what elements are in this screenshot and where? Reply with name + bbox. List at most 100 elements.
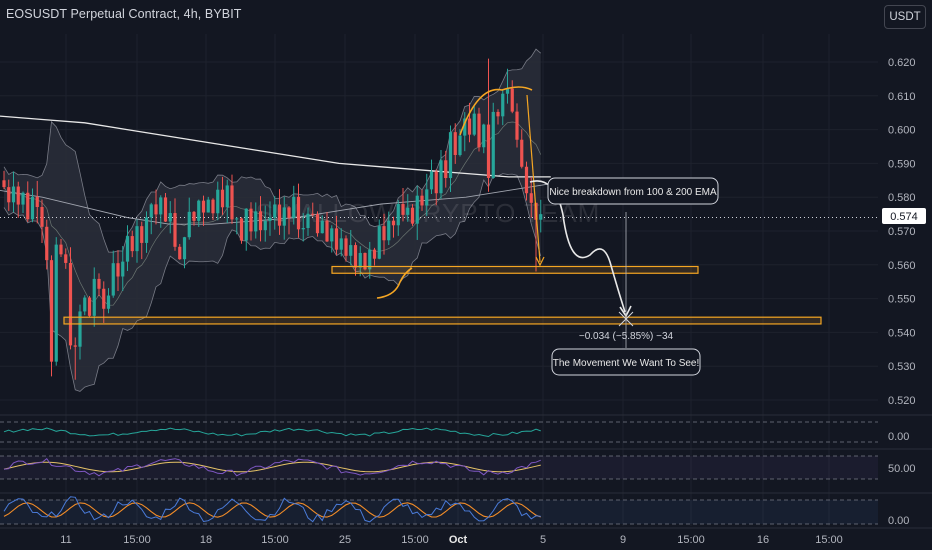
time-tick-label: 5 — [540, 534, 546, 546]
candle — [444, 150, 448, 188]
candle — [287, 206, 291, 235]
candle-body — [92, 278, 96, 316]
candle-body — [159, 197, 163, 215]
candle — [144, 211, 149, 253]
candle-body — [273, 204, 277, 218]
candle — [496, 109, 500, 125]
candle-body — [192, 211, 196, 221]
time-tick-label: 15:00 — [815, 534, 843, 546]
candle — [344, 235, 348, 262]
candle — [154, 189, 158, 225]
candle — [173, 198, 177, 251]
candle — [201, 195, 206, 226]
candle-body — [482, 124, 486, 148]
candle-body — [144, 217, 149, 243]
time-tick-label: 15:00 — [677, 534, 705, 546]
indicator-pane-rsi: 50.00 — [0, 448, 932, 480]
time-axis[interactable]: 11 15:00 18 15:00 25 15:00 Oct 5 9 15:00 16 15:00 — [60, 534, 842, 546]
candle — [263, 205, 267, 242]
candle — [16, 181, 20, 218]
candle — [448, 125, 453, 192]
candle-body — [73, 345, 77, 347]
candle-body — [59, 244, 63, 255]
candle — [178, 243, 182, 260]
candle-body — [529, 193, 533, 203]
candle-body — [315, 214, 320, 234]
candle-body — [11, 186, 16, 203]
candle — [425, 173, 429, 216]
candle-body — [287, 207, 291, 218]
candle-body — [415, 195, 419, 224]
pane-band — [0, 500, 878, 524]
candle-body — [334, 228, 339, 250]
candle-body — [140, 226, 144, 243]
candle — [130, 230, 134, 258]
candle-body — [254, 211, 258, 232]
candle — [296, 183, 301, 238]
time-tick-label: 9 — [620, 534, 626, 546]
candle — [83, 295, 87, 316]
candle-body — [197, 200, 201, 221]
candle — [244, 208, 248, 251]
candle — [216, 181, 220, 221]
ema-layer — [0, 115, 878, 225]
candle — [211, 198, 215, 221]
candle — [106, 288, 111, 314]
candle-body — [40, 207, 44, 227]
rsi-ma-line — [3, 461, 541, 473]
candle-body — [277, 204, 282, 226]
candle — [505, 68, 510, 104]
candle — [2, 170, 6, 190]
candle-body — [406, 207, 410, 215]
stoch-d-line — [3, 502, 541, 518]
candle — [415, 185, 419, 240]
candle — [168, 201, 172, 234]
candle-body — [216, 189, 220, 214]
candle-body — [448, 132, 453, 179]
candle-body — [453, 132, 457, 155]
candle-body — [311, 213, 315, 215]
candle — [182, 236, 187, 269]
indicator-panes: 0.00 50.00 0.00 — [0, 414, 932, 529]
candle — [197, 199, 201, 227]
annotation-callout-2[interactable]: The Movement We Want To See! — [551, 348, 701, 376]
candle — [377, 219, 381, 260]
candle — [463, 112, 467, 152]
candle — [49, 255, 54, 377]
candle-body — [396, 204, 400, 226]
band-lower — [3, 173, 542, 392]
candle — [230, 174, 234, 224]
candle-body — [505, 88, 510, 94]
candle — [520, 129, 524, 169]
candle-body — [182, 237, 187, 260]
price-axis[interactable]: 0.620 0.610 0.600 0.590 0.580 0.570 0.560 0.550… — [888, 57, 916, 407]
candle — [501, 89, 505, 126]
candle — [59, 239, 63, 257]
candle — [235, 217, 239, 235]
support-zone-2 — [63, 316, 822, 325]
candle-body — [45, 226, 49, 261]
candle — [529, 176, 533, 218]
candle — [315, 211, 320, 237]
candle-body — [187, 211, 191, 238]
candle — [429, 159, 434, 195]
candle-body — [102, 288, 106, 309]
time-tick-label: 18 — [200, 534, 212, 546]
time-tick-label: 16 — [757, 534, 769, 546]
candle — [102, 281, 106, 323]
price-tick-label: 0.540 — [888, 327, 916, 339]
price-tick-label: 0.620 — [888, 57, 916, 69]
time-tick-label: 15:00 — [261, 534, 289, 546]
candle — [206, 196, 210, 213]
annotation-callout-1[interactable]: Nice breakdown from 100 & 200 EMA — [547, 177, 719, 205]
target-marker — [618, 311, 634, 327]
candle — [325, 211, 329, 243]
indicator-tick-label: 0.00 — [888, 431, 909, 443]
price-tick-label: 0.530 — [888, 361, 916, 373]
candle-body — [258, 211, 263, 231]
currency-button[interactable]: USDT — [884, 5, 926, 29]
candle — [396, 200, 400, 236]
candle — [482, 123, 486, 154]
candle-body — [130, 236, 134, 252]
